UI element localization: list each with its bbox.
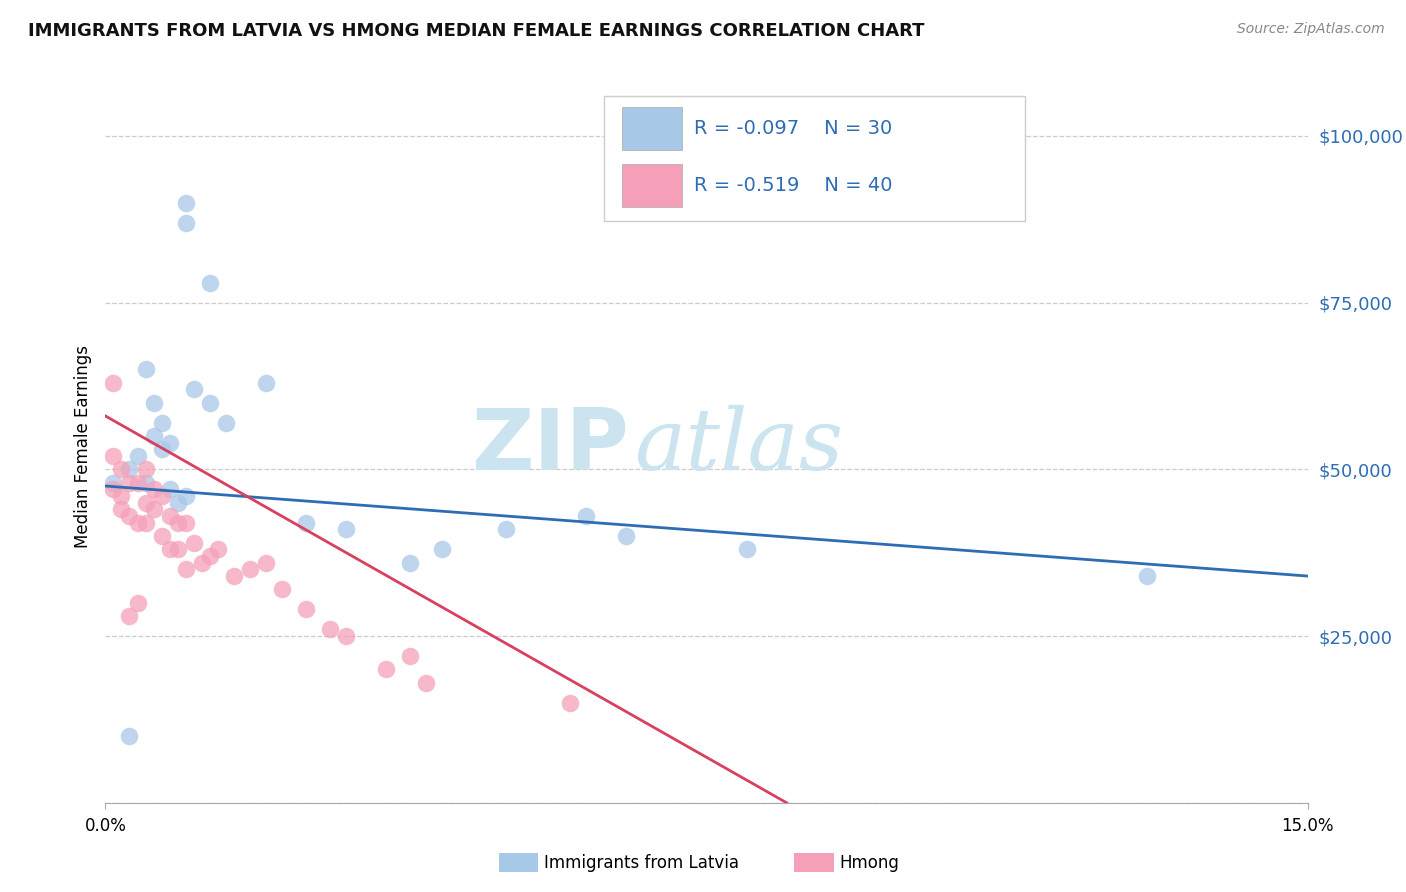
Point [198,395,221,409]
Point [159,509,181,524]
Text: Immigrants from Latvia: Immigrants from Latvia [544,854,740,871]
Point [560,696,582,710]
Point [103,483,125,497]
Point [735,542,758,557]
Point [127,516,149,530]
Point [118,609,141,624]
Point [575,509,598,524]
Point [430,542,453,557]
Point [166,516,188,530]
Point [183,535,205,549]
Point [190,556,212,570]
Point [174,516,197,530]
Point [1136,569,1159,583]
Point [166,542,188,557]
Point [135,475,157,490]
Point [159,435,181,450]
Point [142,483,165,497]
Point [159,483,181,497]
Point [118,462,141,476]
Point [174,489,197,503]
Point [399,556,422,570]
Point [135,462,157,476]
Point [110,489,132,503]
Point [374,662,398,676]
Point [616,529,638,543]
Point [495,522,517,536]
Point [295,516,318,530]
Point [207,542,229,557]
Point [174,195,197,210]
Point [174,216,197,230]
Point [174,562,197,576]
Point [222,569,245,583]
Point [103,475,125,490]
FancyBboxPatch shape [623,107,682,150]
Point [254,556,277,570]
Point [127,449,149,463]
Point [118,509,141,524]
Point [127,475,149,490]
Point [135,496,157,510]
Point [166,496,188,510]
Point [214,416,236,430]
Text: Hmong: Hmong [839,854,900,871]
Point [415,675,437,690]
Point [110,502,132,516]
Point [254,376,277,390]
Point [135,516,157,530]
Point [150,442,173,457]
Point [150,529,173,543]
Point [118,475,141,490]
Point [142,502,165,516]
Point [142,395,165,409]
Point [150,489,173,503]
Text: R = -0.097    N = 30: R = -0.097 N = 30 [695,119,893,138]
Text: Source: ZipAtlas.com: Source: ZipAtlas.com [1237,22,1385,37]
Point [142,429,165,443]
Point [150,416,173,430]
Point [103,376,125,390]
Point [103,449,125,463]
Point [335,522,357,536]
Text: ZIP: ZIP [471,404,628,488]
Point [239,562,262,576]
Y-axis label: Median Female Earnings: Median Female Earnings [73,344,91,548]
Point [198,549,221,563]
Point [118,729,141,743]
Point [135,362,157,376]
Point [183,382,205,396]
FancyBboxPatch shape [605,96,1025,221]
Point [319,623,342,637]
Text: IMMIGRANTS FROM LATVIA VS HMONG MEDIAN FEMALE EARNINGS CORRELATION CHART: IMMIGRANTS FROM LATVIA VS HMONG MEDIAN F… [28,22,925,40]
Point [270,582,292,597]
Point [127,596,149,610]
FancyBboxPatch shape [623,164,682,207]
Point [335,629,357,643]
Text: R = -0.519    N = 40: R = -0.519 N = 40 [695,176,893,195]
Point [198,276,221,290]
Point [399,649,422,664]
Point [159,542,181,557]
Text: atlas: atlas [634,405,844,487]
Point [110,462,132,476]
Point [295,602,318,616]
